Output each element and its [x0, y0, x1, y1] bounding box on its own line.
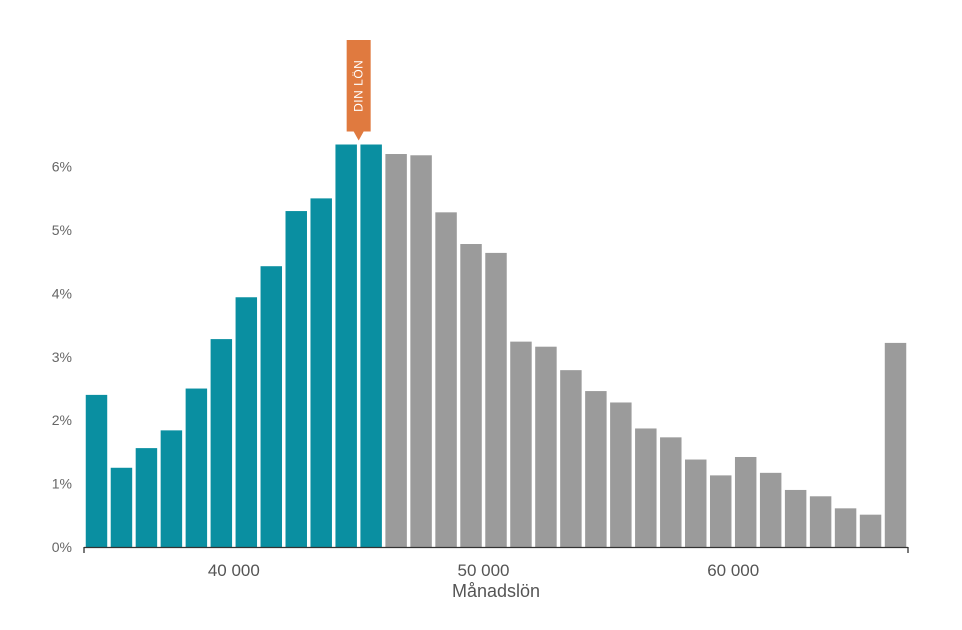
histogram-bar — [185, 388, 208, 547]
y-tick-label: 1% — [52, 476, 72, 492]
histogram-bar — [410, 155, 432, 547]
y-tick-label: 3% — [52, 349, 72, 365]
histogram-bar — [460, 244, 482, 547]
y-tick-label: 4% — [52, 285, 72, 301]
din-lon-marker: DIN LÖN — [346, 40, 371, 141]
histogram-bar — [160, 430, 183, 547]
histogram-bar — [734, 456, 757, 547]
histogram-bar — [585, 391, 607, 547]
histogram-bar — [784, 489, 807, 547]
histogram-bar — [660, 437, 682, 547]
histogram-bar — [709, 475, 732, 547]
histogram-bar — [310, 198, 332, 547]
y-tick-label: 6% — [52, 159, 72, 175]
histogram-bar — [335, 144, 357, 547]
x-axis-ticks: 40 000 50 000 60 000 — [208, 561, 759, 580]
x-tick-label: 50 000 — [458, 561, 510, 580]
histogram-bar — [260, 266, 283, 547]
x-axis — [83, 546, 909, 553]
histogram-bar — [135, 448, 158, 547]
histogram-bar — [285, 211, 307, 547]
din-lon-marker-shape — [346, 40, 371, 141]
x-tick-label: 40 000 — [208, 561, 260, 580]
y-tick-label: 0% — [52, 539, 72, 555]
histogram-bar — [560, 370, 582, 547]
histogram-bar — [535, 346, 557, 547]
histogram-bar — [635, 428, 657, 547]
histogram-bar — [235, 297, 258, 547]
histogram-bar — [859, 514, 882, 547]
x-tick-label: 60 000 — [707, 561, 759, 580]
y-tick-label: 2% — [52, 412, 72, 428]
histogram-bar — [759, 472, 782, 547]
histogram-bar — [884, 342, 907, 547]
histogram-bar — [435, 212, 457, 547]
y-axis-ticks: 0% 1% 2% 3% 4% 5% 6% — [52, 159, 72, 555]
y-tick-label: 5% — [52, 222, 72, 238]
histogram-bar — [110, 467, 133, 547]
histogram-bar — [485, 252, 507, 547]
x-axis-title: Månadslön — [452, 581, 540, 601]
histogram-bar — [610, 402, 632, 547]
histogram-bar — [809, 496, 832, 547]
bars-layer — [85, 144, 907, 547]
din-lon-marker-label: DIN LÖN — [352, 60, 366, 112]
histogram-bar — [385, 154, 407, 547]
histogram-bar — [834, 508, 857, 547]
histogram-bar — [210, 339, 233, 547]
histogram-bar — [85, 394, 108, 547]
histogram-bar — [510, 341, 532, 547]
histogram-bar — [360, 144, 382, 547]
histogram-bar — [685, 459, 707, 547]
